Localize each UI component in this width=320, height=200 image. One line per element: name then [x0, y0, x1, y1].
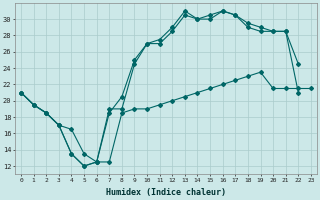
X-axis label: Humidex (Indice chaleur): Humidex (Indice chaleur)	[106, 188, 226, 197]
